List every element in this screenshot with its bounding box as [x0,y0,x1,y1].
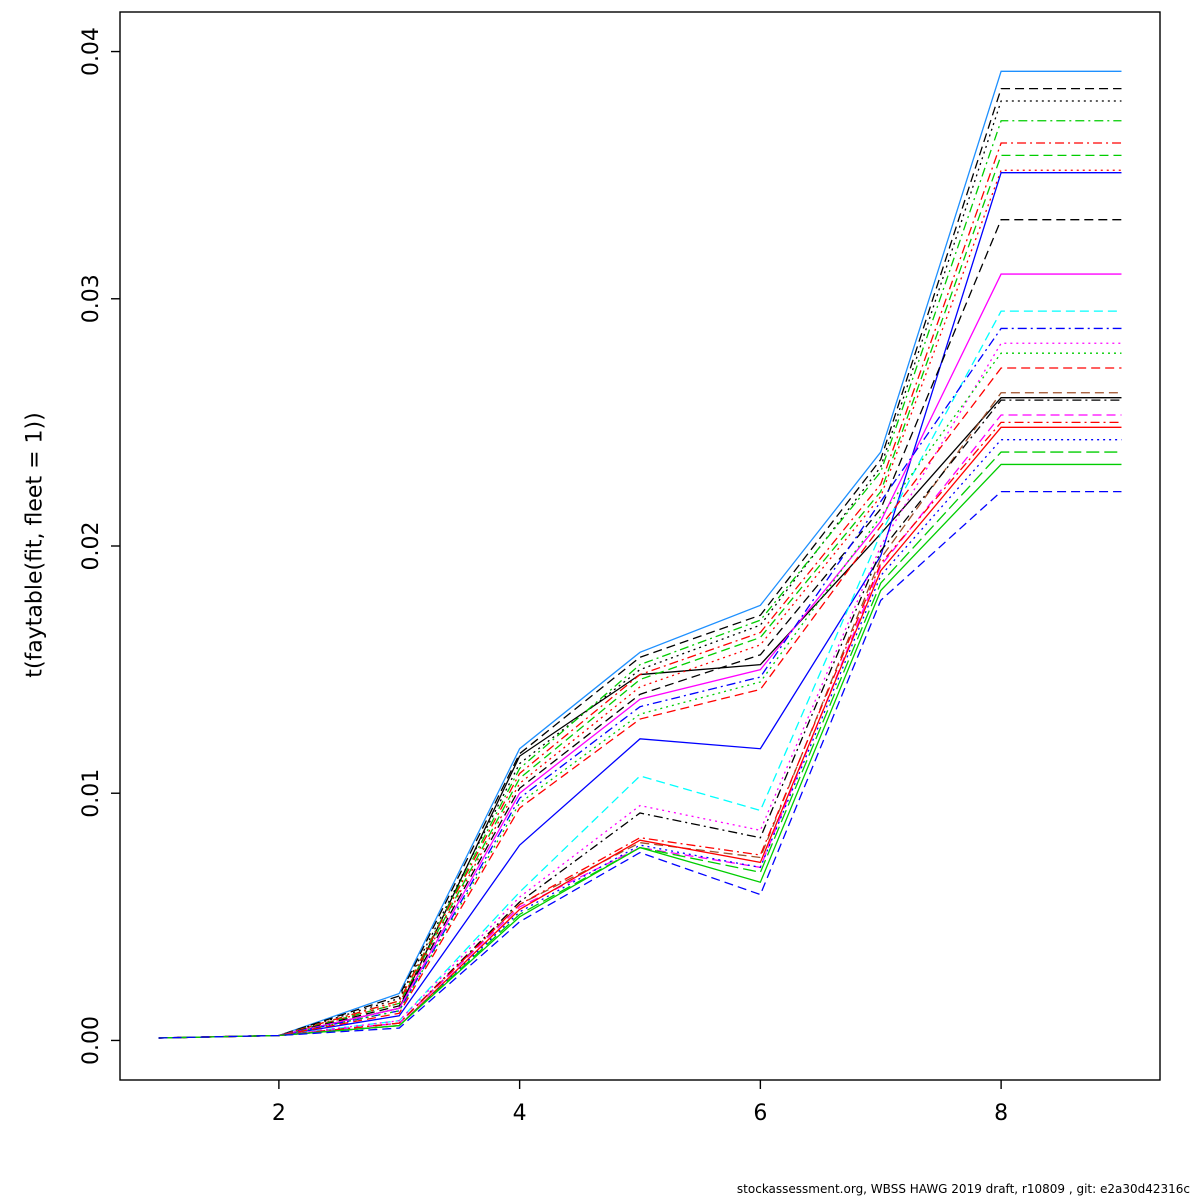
x-tick-label: 2 [272,1101,286,1126]
y-tick-label: 0.00 [79,1016,104,1065]
series-line-2 [158,70,1122,1039]
x-tick-label: 8 [994,1101,1008,1126]
y-tick-label: 0.03 [79,274,104,323]
series-line-7 [158,154,1122,1039]
series-line-10 [158,219,1122,1039]
footer-attribution: stockassessment.org, WBSS HAWG 2019 draf… [736,1182,1190,1196]
series-line-13 [158,327,1122,1039]
series-line-3 [158,87,1122,1039]
series-line-20 [158,421,1122,1039]
y-tick-label: 0.04 [79,27,104,76]
x-tick-label: 6 [753,1101,767,1126]
series-line-8 [158,169,1122,1039]
series-line-4 [158,100,1122,1039]
series-line-23 [158,451,1122,1039]
series-line-5 [158,120,1122,1039]
x-tick-label: 4 [513,1101,527,1126]
series-line-24 [158,463,1122,1039]
series-line-16 [158,367,1122,1039]
series-line-21 [158,426,1122,1039]
y-tick-label: 0.02 [79,522,104,571]
y-axis-label: t(faytable(fit, fleet = 1)) [22,412,48,678]
series-line-19 [158,414,1122,1039]
series-line-25 [158,490,1122,1039]
y-tick-label: 0.01 [79,769,104,818]
series-line-6 [158,142,1122,1039]
series-line-11 [158,273,1122,1039]
series-line-9 [158,172,1122,1039]
series-line-14 [158,342,1122,1039]
series-line-1 [158,397,1122,1039]
